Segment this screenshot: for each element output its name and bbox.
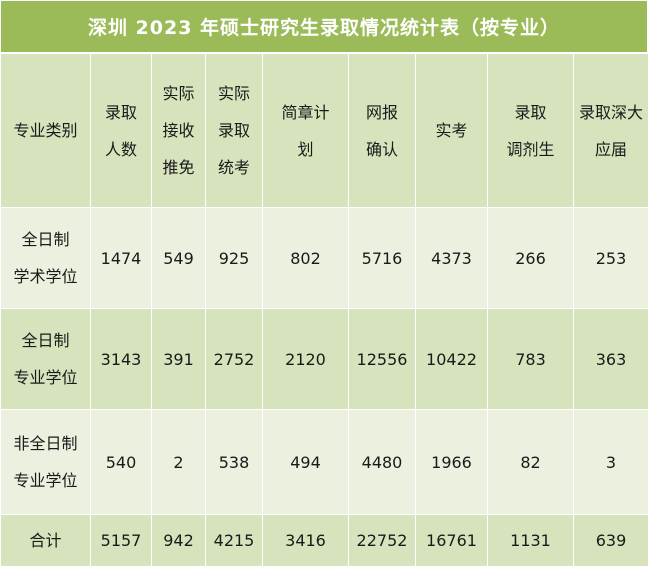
header-online-confirmed: 网报 确认 bbox=[349, 54, 416, 208]
cell-value: 5716 bbox=[349, 208, 416, 309]
cell-value: 783 bbox=[488, 309, 574, 410]
cell-value: 538 bbox=[206, 410, 263, 515]
cell-value: 253 bbox=[574, 208, 648, 309]
header-row: 专业类别 录取 人数 实际 接收 推免 实际 录取 统考 简章计 划 网报 确认… bbox=[1, 54, 648, 208]
cell-value: 942 bbox=[152, 515, 206, 567]
cell-value: 4480 bbox=[349, 410, 416, 515]
header-plan: 简章计 划 bbox=[263, 54, 349, 208]
header-category: 专业类别 bbox=[1, 54, 91, 208]
cell-value: 82 bbox=[488, 410, 574, 515]
row-category: 合计 bbox=[1, 515, 91, 567]
header-exam-admitted: 实际 录取 统考 bbox=[206, 54, 263, 208]
cell-value: 549 bbox=[152, 208, 206, 309]
cell-value: 266 bbox=[488, 208, 574, 309]
cell-value: 802 bbox=[263, 208, 349, 309]
row-category: 非全日制 专业学位 bbox=[1, 410, 91, 515]
cell-value: 3143 bbox=[91, 309, 152, 410]
cell-value: 2120 bbox=[263, 309, 349, 410]
cell-value: 1131 bbox=[488, 515, 574, 567]
cell-value: 12556 bbox=[349, 309, 416, 410]
table-row: 非全日制 专业学位 540 2 538 494 4480 1966 82 3 bbox=[1, 410, 648, 515]
cell-value: 1474 bbox=[91, 208, 152, 309]
cell-value: 639 bbox=[574, 515, 648, 567]
table-row: 全日制 学术学位 1474 549 925 802 5716 4373 266 … bbox=[1, 208, 648, 309]
cell-value: 4373 bbox=[416, 208, 488, 309]
cell-value: 2 bbox=[152, 410, 206, 515]
row-category: 全日制 学术学位 bbox=[1, 208, 91, 309]
cell-value: 391 bbox=[152, 309, 206, 410]
cell-value: 3416 bbox=[263, 515, 349, 567]
cell-value: 2752 bbox=[206, 309, 263, 410]
cell-value: 5157 bbox=[91, 515, 152, 567]
cell-value: 363 bbox=[574, 309, 648, 410]
cell-value: 494 bbox=[263, 410, 349, 515]
cell-value: 925 bbox=[206, 208, 263, 309]
header-adjusted: 录取 调剂生 bbox=[488, 54, 574, 208]
cell-value: 10422 bbox=[416, 309, 488, 410]
header-admitted-total: 录取 人数 bbox=[91, 54, 152, 208]
admission-table: 专业类别 录取 人数 实际 接收 推免 实际 录取 统考 简章计 划 网报 确认… bbox=[0, 53, 648, 567]
table-row: 全日制 专业学位 3143 391 2752 2120 12556 10422 … bbox=[1, 309, 648, 410]
header-recommended-exempt: 实际 接收 推免 bbox=[152, 54, 206, 208]
cell-value: 3 bbox=[574, 410, 648, 515]
cell-value: 22752 bbox=[349, 515, 416, 567]
table-row-total: 合计 5157 942 4215 3416 22752 16761 1131 6… bbox=[1, 515, 648, 567]
header-took-exam: 实考 bbox=[416, 54, 488, 208]
table-title: 深圳 2023 年硕士研究生录取情况统计表（按专业） bbox=[0, 0, 648, 53]
cell-value: 540 bbox=[91, 410, 152, 515]
cell-value: 1966 bbox=[416, 410, 488, 515]
row-category: 全日制 专业学位 bbox=[1, 309, 91, 410]
header-szu-graduates: 录取深大 应届 bbox=[574, 54, 648, 208]
cell-value: 4215 bbox=[206, 515, 263, 567]
cell-value: 16761 bbox=[416, 515, 488, 567]
